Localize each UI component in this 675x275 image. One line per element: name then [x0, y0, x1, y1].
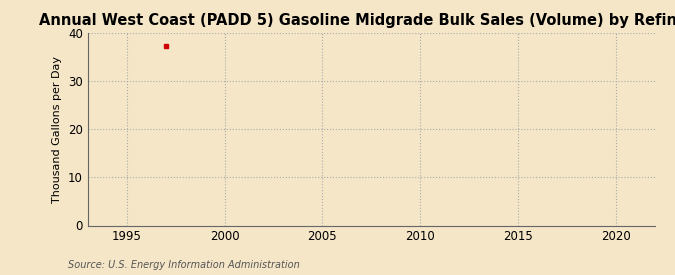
Title: Annual West Coast (PADD 5) Gasoline Midgrade Bulk Sales (Volume) by Refiners: Annual West Coast (PADD 5) Gasoline Midg… — [39, 13, 675, 28]
Y-axis label: Thousand Gallons per Day: Thousand Gallons per Day — [53, 56, 63, 203]
Text: Source: U.S. Energy Information Administration: Source: U.S. Energy Information Administ… — [68, 260, 299, 270]
